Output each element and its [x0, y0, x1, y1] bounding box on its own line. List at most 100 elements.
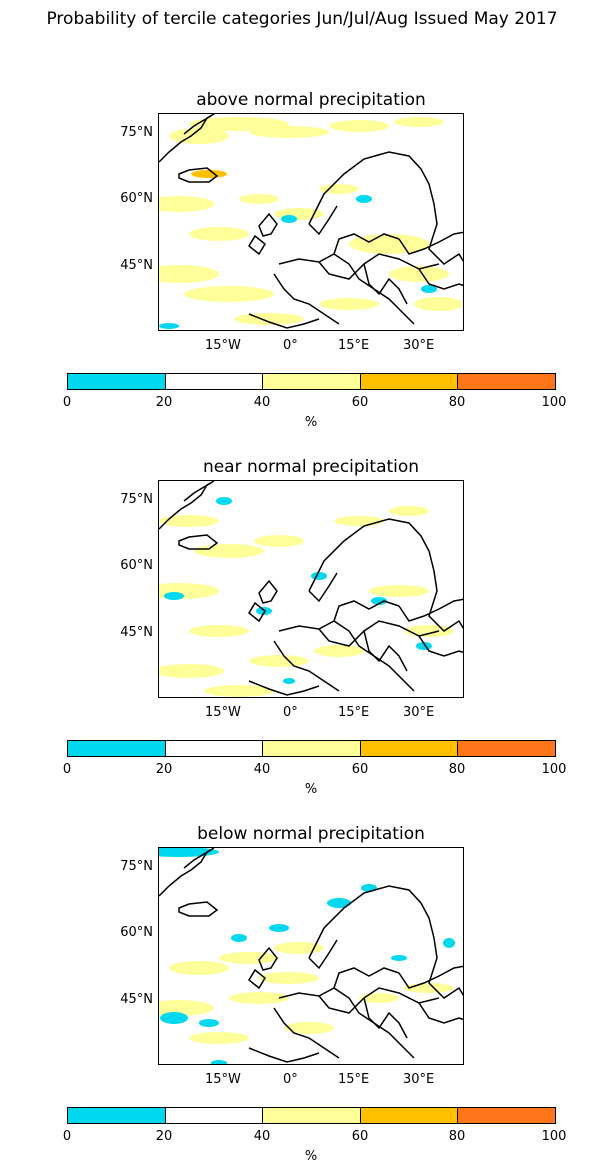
colorbar-tick-0: 0	[62, 762, 72, 777]
lat-tick-60: 60°N	[120, 925, 153, 940]
lon-tick-15w: 15°W	[205, 705, 241, 720]
probability-patch	[421, 285, 437, 293]
map-above-normal	[158, 113, 464, 331]
colorbar-tick-80: 80	[448, 395, 466, 410]
probability-patches-above	[159, 117, 463, 329]
probability-patch	[314, 645, 364, 657]
coastline-path	[318, 253, 440, 280]
coastline-lines	[159, 848, 463, 1063]
coastline-path	[248, 1047, 320, 1063]
lon-tick-15e: 15°E	[338, 705, 370, 720]
map-canvas	[159, 114, 463, 329]
probability-patch	[404, 625, 454, 637]
probability-patch	[211, 1060, 227, 1064]
map-canvas	[159, 848, 463, 1064]
colorbar-segment-20-40	[165, 1108, 264, 1123]
coastline-path	[333, 600, 400, 622]
probability-patches-near	[159, 497, 454, 697]
probability-patch	[159, 848, 219, 857]
lon-tick-15w: 15°W	[205, 338, 241, 353]
coastline-path	[363, 997, 408, 1039]
probability-patch	[216, 497, 232, 505]
colorbar-segment-20-40	[165, 374, 264, 389]
colorbar-tick-20: 20	[155, 762, 173, 777]
colorbar-segment-0-20	[68, 741, 166, 756]
probability-patch	[334, 516, 384, 526]
colorbar-tick-100: 100	[541, 1129, 567, 1144]
coastline-path	[318, 620, 440, 647]
probability-patch	[284, 1022, 334, 1034]
colorbar-unit: %	[304, 1149, 318, 1164]
colorbar-segment-60-80	[360, 1108, 459, 1123]
lat-tick-60: 60°N	[120, 191, 153, 206]
lon-tick-15e: 15°E	[338, 338, 370, 353]
colorbar-segment-0-20	[68, 374, 166, 389]
probability-patch	[234, 313, 304, 325]
probability-patch	[254, 535, 304, 547]
colorbar-tick-40: 40	[253, 395, 271, 410]
probability-patch	[164, 592, 184, 600]
probability-patch	[259, 972, 319, 984]
coastline-path	[183, 849, 212, 869]
colorbar-tick-60: 60	[351, 395, 369, 410]
colorbar-tick-80: 80	[448, 762, 466, 777]
coastline-path	[248, 680, 320, 696]
probability-patch	[283, 678, 295, 684]
coastline-path	[308, 151, 463, 265]
probability-patch	[414, 297, 463, 311]
lon-tick-0: 0°	[283, 338, 298, 353]
probability-patch	[194, 544, 264, 558]
probability-patch	[249, 655, 309, 667]
colorbar-tick-80: 80	[448, 1129, 466, 1144]
panel-title-above: above normal precipitation	[196, 90, 426, 110]
probability-patches-below	[159, 848, 455, 1064]
coastline-path	[248, 234, 266, 256]
coastline-path	[183, 115, 212, 135]
probability-patch	[443, 938, 455, 948]
coastline-lines	[159, 114, 463, 329]
probability-patch	[329, 120, 389, 132]
colorbar-near	[67, 740, 556, 757]
coastline-path	[398, 965, 463, 989]
colorbar-segment-80-100	[458, 1108, 555, 1123]
map-below-normal	[158, 847, 464, 1065]
lon-tick-30e: 30°E	[403, 1072, 435, 1087]
probability-patch	[391, 955, 407, 961]
lat-tick-45: 45°N	[120, 992, 153, 1007]
probability-patch	[369, 585, 429, 597]
figure-title: Probability of tercile categories Jun/Ju…	[46, 9, 558, 29]
probability-patch	[229, 992, 289, 1004]
coastline-path	[318, 987, 440, 1014]
coastline-path	[248, 968, 266, 990]
probability-patch	[191, 170, 227, 178]
probability-patch	[319, 184, 359, 194]
coastline-path	[308, 518, 463, 632]
coastline-path	[258, 579, 278, 604]
probability-patch	[204, 685, 274, 697]
probability-patch	[199, 1019, 219, 1027]
probability-patch	[394, 117, 444, 127]
probability-patch	[389, 506, 429, 516]
probability-patch	[231, 934, 247, 942]
probability-patch	[327, 898, 351, 908]
probability-patch	[159, 664, 224, 678]
probability-patch	[159, 323, 179, 329]
probability-patch	[356, 195, 372, 203]
coastline-path	[278, 987, 415, 1059]
probability-patch	[319, 298, 379, 310]
colorbar-tick-20: 20	[155, 395, 173, 410]
coastline-path	[178, 901, 219, 917]
colorbar-tick-20: 20	[155, 1129, 173, 1144]
probability-patch	[281, 215, 297, 223]
lon-tick-0: 0°	[283, 705, 298, 720]
lat-tick-75: 75°N	[120, 492, 153, 507]
probability-patch	[269, 924, 289, 932]
coastline-path	[273, 273, 340, 325]
probability-patch	[349, 234, 429, 254]
probability-patch	[184, 286, 274, 302]
lon-tick-15w: 15°W	[205, 1072, 241, 1087]
coastline-path	[278, 253, 415, 325]
coastline-path	[178, 167, 219, 183]
colorbar-tick-100: 100	[541, 762, 567, 777]
colorbar-segment-80-100	[458, 741, 555, 756]
